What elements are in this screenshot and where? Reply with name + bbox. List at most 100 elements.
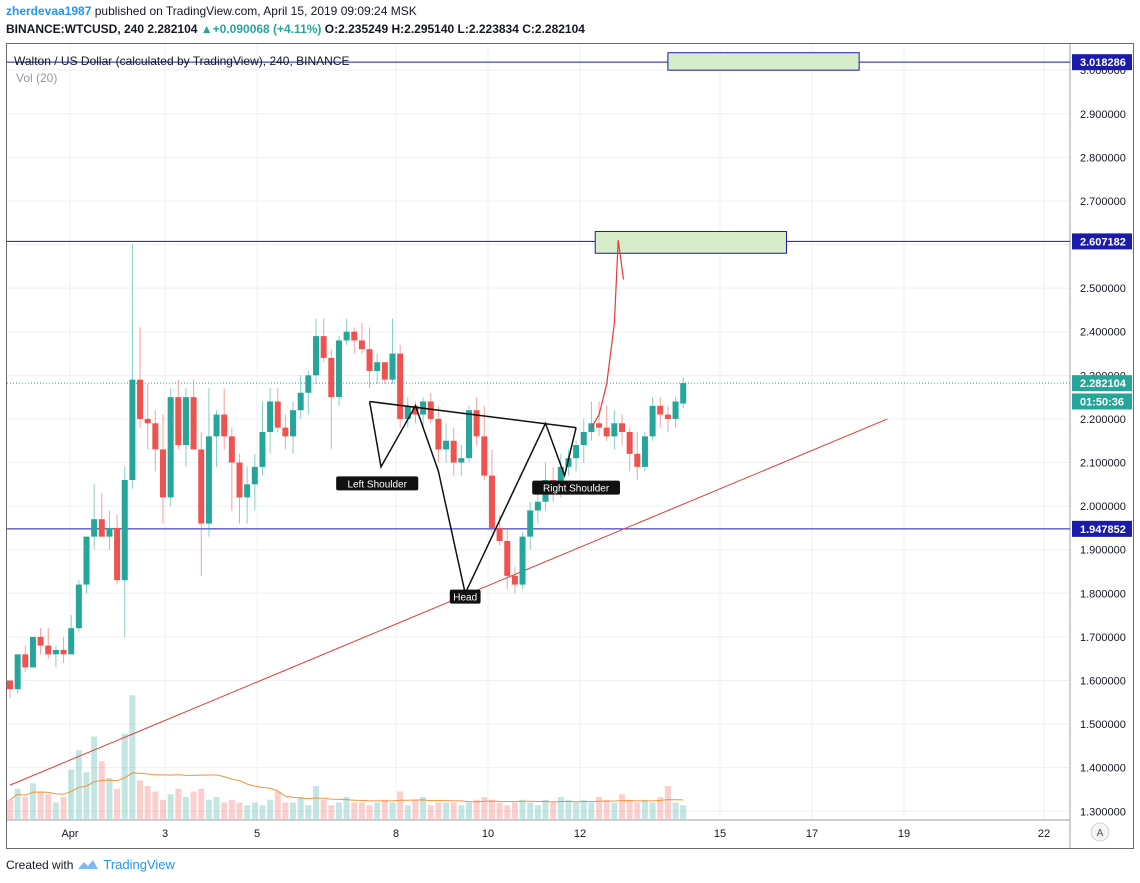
volume-bar — [75, 750, 82, 819]
volume-bar — [320, 799, 327, 819]
volume-bar — [305, 805, 312, 819]
y-tick-label: 2.800000 — [1080, 152, 1126, 164]
candle-body — [481, 436, 488, 476]
candle-body — [328, 357, 335, 398]
y-tick-label: 2.700000 — [1080, 196, 1126, 208]
y-tick-label: 1.400000 — [1080, 763, 1126, 775]
volume-bar — [358, 802, 365, 819]
volume-bar — [282, 802, 289, 819]
chart-legend-title: Walton / US Dollar (calculated by Tradin… — [14, 54, 350, 68]
candle-body — [259, 432, 266, 467]
candle-body — [198, 449, 205, 524]
candle-body — [343, 331, 350, 341]
candle-body — [37, 636, 44, 646]
volume-bar — [221, 802, 228, 819]
volume-bar — [488, 799, 495, 819]
volume-bar — [259, 805, 266, 819]
target-zone — [594, 230, 787, 254]
candle-body — [267, 401, 274, 432]
candle-body — [313, 336, 319, 376]
volume-bar — [626, 799, 633, 819]
annotation-box — [336, 476, 419, 491]
candle-body — [91, 519, 98, 537]
candle-body — [427, 401, 434, 419]
candle-body — [282, 427, 289, 437]
x-tick-label: 3 — [162, 828, 168, 840]
chart-frame — [6, 43, 1134, 849]
candle-body — [75, 584, 82, 629]
volume-bar — [14, 788, 21, 819]
volume-bar — [137, 780, 144, 819]
candle-body — [488, 475, 495, 528]
candle-body — [129, 379, 136, 480]
auto-scale-icon: A — [1097, 828, 1104, 839]
candle-body — [596, 423, 603, 428]
volume-bar — [37, 791, 44, 819]
footer: Created with TradingView — [6, 857, 175, 872]
annotation-box — [532, 480, 620, 495]
volume-bar — [603, 799, 610, 819]
volume-bar — [228, 799, 235, 819]
candle-body — [527, 510, 534, 537]
projection-path — [590, 240, 625, 428]
volume-bar — [98, 761, 105, 819]
candle-body — [381, 362, 388, 380]
candle-body — [641, 436, 648, 467]
candle-body — [573, 445, 580, 459]
candle-body — [496, 527, 503, 541]
volume-bar — [152, 791, 159, 819]
volume-bar — [664, 786, 671, 819]
candle-body — [305, 375, 312, 393]
volume-bar — [290, 802, 297, 819]
candle-body — [68, 628, 75, 655]
y-tick-label: 1.700000 — [1080, 632, 1126, 644]
x-tick-label: 17 — [806, 828, 818, 840]
volume-bar — [511, 802, 518, 819]
candle-body — [619, 423, 625, 432]
candle-body — [297, 392, 304, 411]
volume-bar — [397, 791, 404, 819]
candle-body — [580, 432, 587, 446]
last-price: 2.282104 — [147, 22, 198, 36]
volume-bar — [328, 805, 335, 819]
candle-body — [320, 336, 327, 358]
candle-body — [121, 479, 128, 581]
volume-bar — [121, 733, 128, 819]
volume-bar — [335, 802, 342, 819]
volume-bar — [404, 805, 411, 819]
tradingview-brand[interactable]: TradingView — [103, 857, 175, 872]
candle-body — [626, 432, 633, 454]
volume-bar — [473, 799, 480, 819]
price-axis-label: 2.282104 — [1080, 378, 1127, 390]
volume-bar — [313, 786, 319, 819]
candle-body — [649, 405, 656, 437]
candle-body — [389, 353, 396, 380]
volume-bar — [680, 805, 687, 819]
candle-body — [190, 397, 197, 450]
publish-info: zherdevaa1987 published on TradingView.c… — [6, 4, 417, 18]
candle-body — [52, 649, 59, 655]
volume-bar — [22, 797, 29, 819]
candle-body — [458, 458, 465, 463]
volume-bar — [343, 797, 350, 819]
candle-body — [182, 397, 189, 446]
annotation-box — [449, 589, 481, 604]
price-axis-label-bg — [1072, 393, 1132, 410]
author-link[interactable]: zherdevaa1987 — [6, 4, 92, 18]
candle-body — [588, 423, 595, 432]
y-tick-label: 1.300000 — [1080, 806, 1126, 818]
candle-body — [603, 427, 610, 437]
volume-bar — [213, 797, 220, 819]
volume-bar — [45, 794, 52, 819]
pattern-line — [368, 401, 577, 596]
volume-bar — [527, 802, 534, 819]
candle-body — [167, 397, 174, 498]
volume-bar — [190, 791, 197, 819]
y-tick-label: 1.600000 — [1080, 675, 1126, 687]
volume-bar — [519, 799, 526, 819]
candle-body — [412, 405, 419, 415]
candle-body — [664, 414, 671, 419]
x-tick-label: Apr — [61, 828, 78, 840]
candle-body — [534, 501, 541, 511]
